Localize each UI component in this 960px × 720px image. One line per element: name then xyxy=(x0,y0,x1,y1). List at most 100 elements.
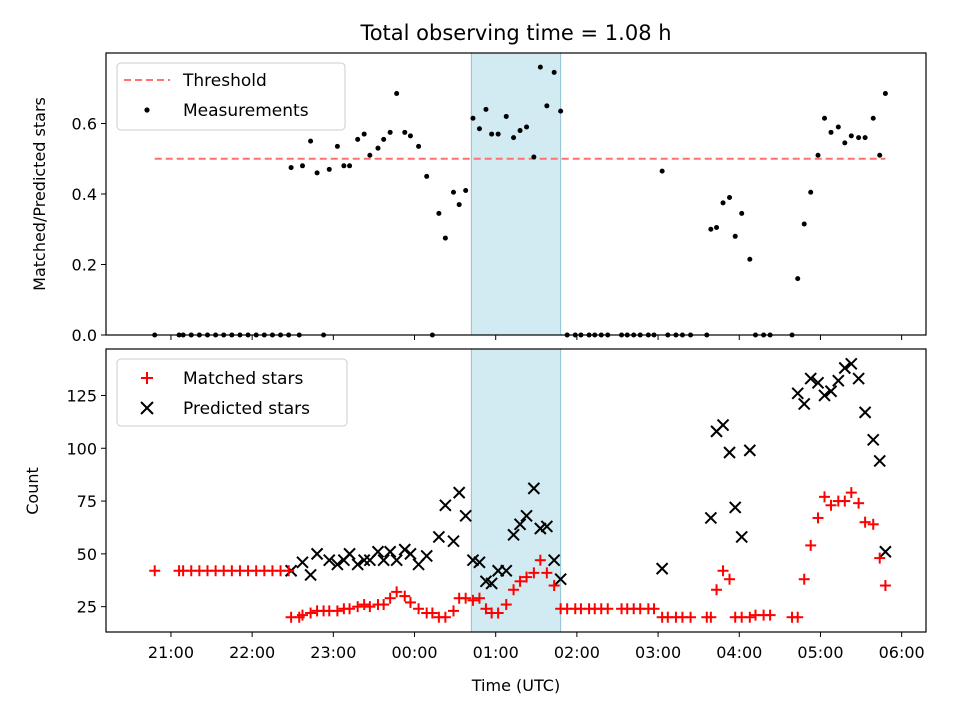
bottom-x-tick-label: 02:00 xyxy=(554,643,600,662)
matched-stars-point xyxy=(426,607,438,619)
matched-stars-point xyxy=(391,586,403,598)
bottom-x-tick-label: 00:00 xyxy=(391,643,437,662)
predicted-stars-point xyxy=(432,530,446,544)
top-highlight-span xyxy=(470,52,562,336)
bottom-x-tick-label: 03:00 xyxy=(635,643,681,662)
matched-stars-point xyxy=(508,584,520,596)
bottom-x-tick-label: 06:00 xyxy=(879,643,925,662)
measurement-point xyxy=(361,131,367,137)
measurement-point xyxy=(402,129,408,135)
matched-stars-point xyxy=(439,611,451,623)
measurement-point xyxy=(835,124,841,130)
measurement-point xyxy=(416,143,422,149)
matched-stars-point xyxy=(305,607,317,619)
measurement-point xyxy=(531,154,537,160)
measurement-point xyxy=(720,200,726,206)
matched-stars-point xyxy=(364,601,376,613)
bottom-x-axis-label: Time (UTC) xyxy=(471,676,560,695)
measurement-point xyxy=(470,115,476,121)
matched-stars-point xyxy=(404,596,416,608)
bottom-highlight-span xyxy=(470,348,562,633)
measurement-point xyxy=(450,189,456,195)
predicted-stars-point xyxy=(791,387,804,400)
measurement-point xyxy=(288,165,294,171)
predicted-stars-point xyxy=(383,545,397,558)
predicted-stars-point xyxy=(447,534,460,548)
predicted-stars-point xyxy=(735,530,748,544)
predicted-stars-point xyxy=(390,553,403,567)
predicted-stars-point xyxy=(527,482,541,495)
matched-stars-point xyxy=(541,567,553,579)
measurement-point xyxy=(842,140,848,146)
predicted-stars-point xyxy=(873,454,886,468)
predicted-stars-point xyxy=(716,418,730,432)
measurement-point xyxy=(558,108,564,114)
measurement-point xyxy=(347,163,353,169)
measurement-point xyxy=(747,256,753,262)
bottom-y-tick-label: 75 xyxy=(77,492,97,511)
measurement-point xyxy=(314,170,320,176)
top-panel: 0.0 0.2 0.4 0.6 Matched/Predicted stars Thr… xyxy=(30,52,927,345)
matched-stars-point xyxy=(792,611,804,623)
predicted-stars-point xyxy=(310,547,324,561)
matched-stars-point xyxy=(798,573,810,585)
measurement-point xyxy=(537,64,543,70)
measurement-point xyxy=(517,128,523,134)
measurement-point xyxy=(815,152,821,158)
measurement-point xyxy=(544,103,550,109)
top-legend: Threshold Measurements xyxy=(116,62,346,131)
measurement-point xyxy=(877,152,883,158)
matched-stars-point xyxy=(805,539,817,551)
matched-stars-point xyxy=(149,565,161,577)
measurement-point xyxy=(355,136,361,142)
predicted-stars-point xyxy=(867,433,880,447)
measurement-point xyxy=(442,235,448,241)
measurement-point xyxy=(659,168,665,174)
measurement-point xyxy=(882,91,888,97)
predicted-stars-point xyxy=(540,520,554,533)
matched-stars-point xyxy=(358,599,370,611)
predicted-stars-point xyxy=(804,372,817,385)
matched-stars-point xyxy=(447,605,459,617)
measurement-point xyxy=(483,106,489,112)
matched-stars-point xyxy=(819,491,831,503)
predicted-stars-point xyxy=(554,572,567,586)
matched-stars-point xyxy=(874,552,886,564)
matched-stars-point xyxy=(744,611,756,623)
predicted-stars-point xyxy=(845,357,858,370)
bottom-x-tick-label: 23:00 xyxy=(310,643,356,662)
predicted-stars-point xyxy=(304,568,317,582)
measurement-point xyxy=(375,145,381,151)
predicted-stars-point xyxy=(485,577,498,590)
predicted-stars-point xyxy=(507,528,520,542)
predicted-stars-point xyxy=(547,553,561,567)
measurement-point xyxy=(407,133,413,139)
matched-stars-point xyxy=(724,573,736,585)
legend-predicted-swatch xyxy=(140,401,154,415)
matched-stars-point xyxy=(705,611,717,623)
predicted-stars-point xyxy=(500,564,513,577)
predicted-stars-point xyxy=(398,543,411,556)
predicted-stars-point xyxy=(832,374,845,387)
measurement-point xyxy=(856,135,862,141)
measurement-point xyxy=(862,135,868,141)
top-y-tick-label: 0.0 xyxy=(72,326,97,345)
measurement-point xyxy=(524,124,530,130)
matched-stars-point xyxy=(839,495,851,507)
predicted-stars-point xyxy=(824,385,838,398)
measurement-point xyxy=(367,152,373,158)
measurement-point xyxy=(739,210,745,216)
predicted-stars-point xyxy=(655,562,669,575)
legend-measurements-label: Measurements xyxy=(183,101,309,121)
bottom-axes-frame xyxy=(105,348,927,633)
legend-measurements-swatch xyxy=(144,107,150,113)
predicted-stars-point xyxy=(838,361,852,375)
measurement-point xyxy=(714,224,720,230)
top-axes-frame xyxy=(105,52,927,336)
matched-stars-point xyxy=(352,601,364,613)
measurement-point xyxy=(708,226,714,232)
predicted-stars-point xyxy=(858,406,872,419)
measurement-point xyxy=(463,187,469,193)
top-y-tick-label: 0.6 xyxy=(72,115,97,134)
